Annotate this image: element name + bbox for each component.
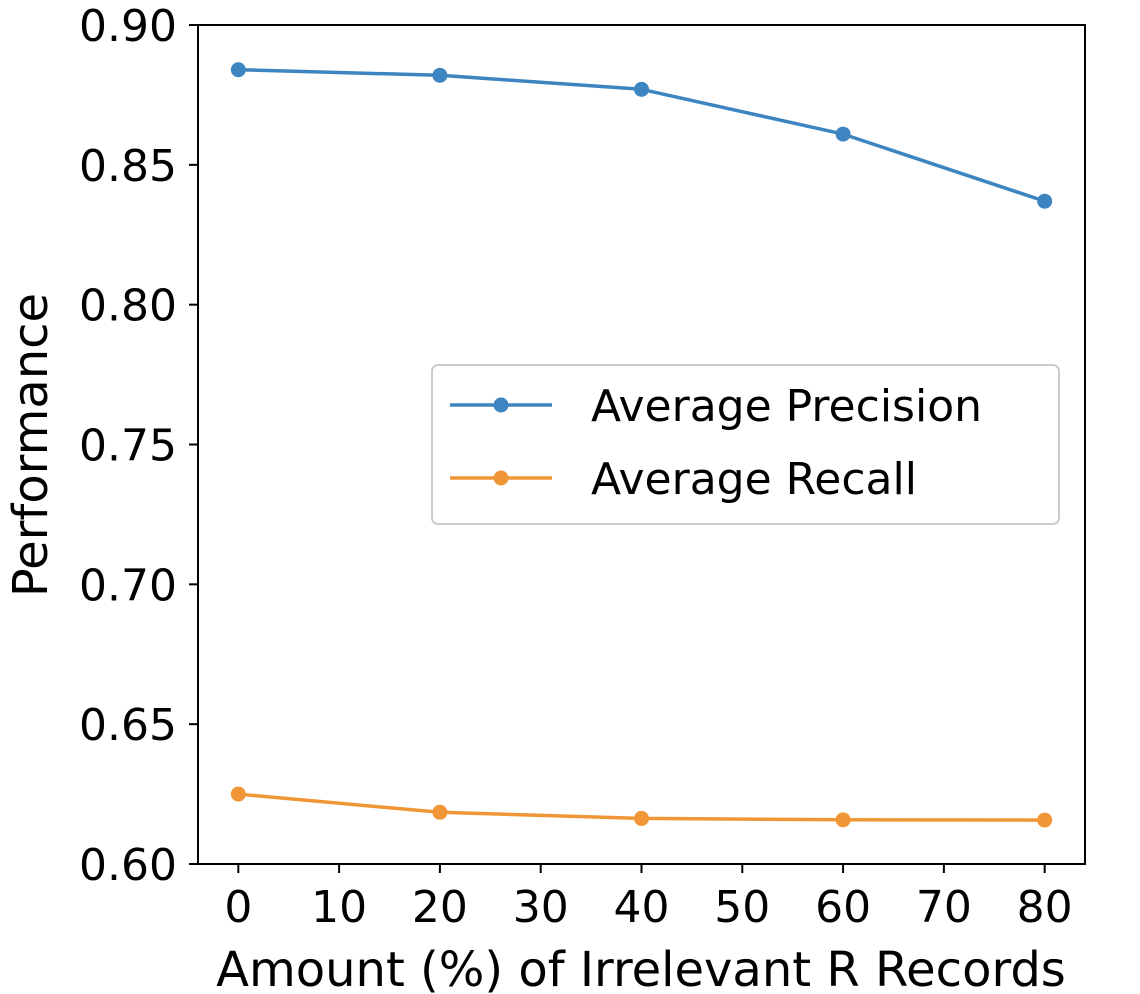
data-point-0-2 <box>634 82 649 97</box>
y-tick-label: 0.70 <box>79 560 177 611</box>
data-point-1-0 <box>231 787 246 802</box>
x-tick-label: 70 <box>916 882 972 933</box>
y-tick-label: 0.85 <box>79 141 177 192</box>
legend: Average Precision Average Recall <box>432 365 1059 524</box>
x-tick-label: 50 <box>714 882 770 933</box>
x-tick-label: 0 <box>224 882 252 933</box>
data-point-1-2 <box>634 811 649 826</box>
y-tick-label: 0.90 <box>79 1 177 52</box>
legend-label-1: Average Recall <box>591 454 917 505</box>
legend-swatch-marker-1 <box>494 471 509 486</box>
legend-swatch-marker-0 <box>494 398 509 413</box>
y-tick-label: 0.65 <box>79 700 177 751</box>
x-tick-label: 80 <box>1017 882 1073 933</box>
data-point-0-0 <box>231 62 246 77</box>
x-tick-label: 30 <box>513 882 569 933</box>
data-point-0-4 <box>1037 194 1052 209</box>
data-point-1-3 <box>836 812 851 827</box>
x-axis-label: Amount (%) of Irrelevant R Records <box>216 942 1066 994</box>
x-tick-label: 40 <box>614 882 670 933</box>
data-point-0-1 <box>432 68 447 83</box>
x-tick-label: 20 <box>412 882 468 933</box>
y-tick-label: 0.60 <box>79 840 177 891</box>
data-point-1-1 <box>432 805 447 820</box>
data-point-1-4 <box>1037 813 1052 828</box>
x-tick-label: 60 <box>815 882 871 933</box>
data-point-0-3 <box>836 127 851 142</box>
y-axis-label: Performance <box>3 293 59 597</box>
line-chart: 0 10 20 30 40 50 60 70 80 0.60 0.65 0.70 0.75 0.80 0.8… <box>0 0 1140 994</box>
x-tick-label: 10 <box>311 882 367 933</box>
legend-label-0: Average Precision <box>591 381 982 432</box>
y-tick-label: 0.80 <box>79 281 177 332</box>
y-tick-label: 0.75 <box>79 421 177 472</box>
